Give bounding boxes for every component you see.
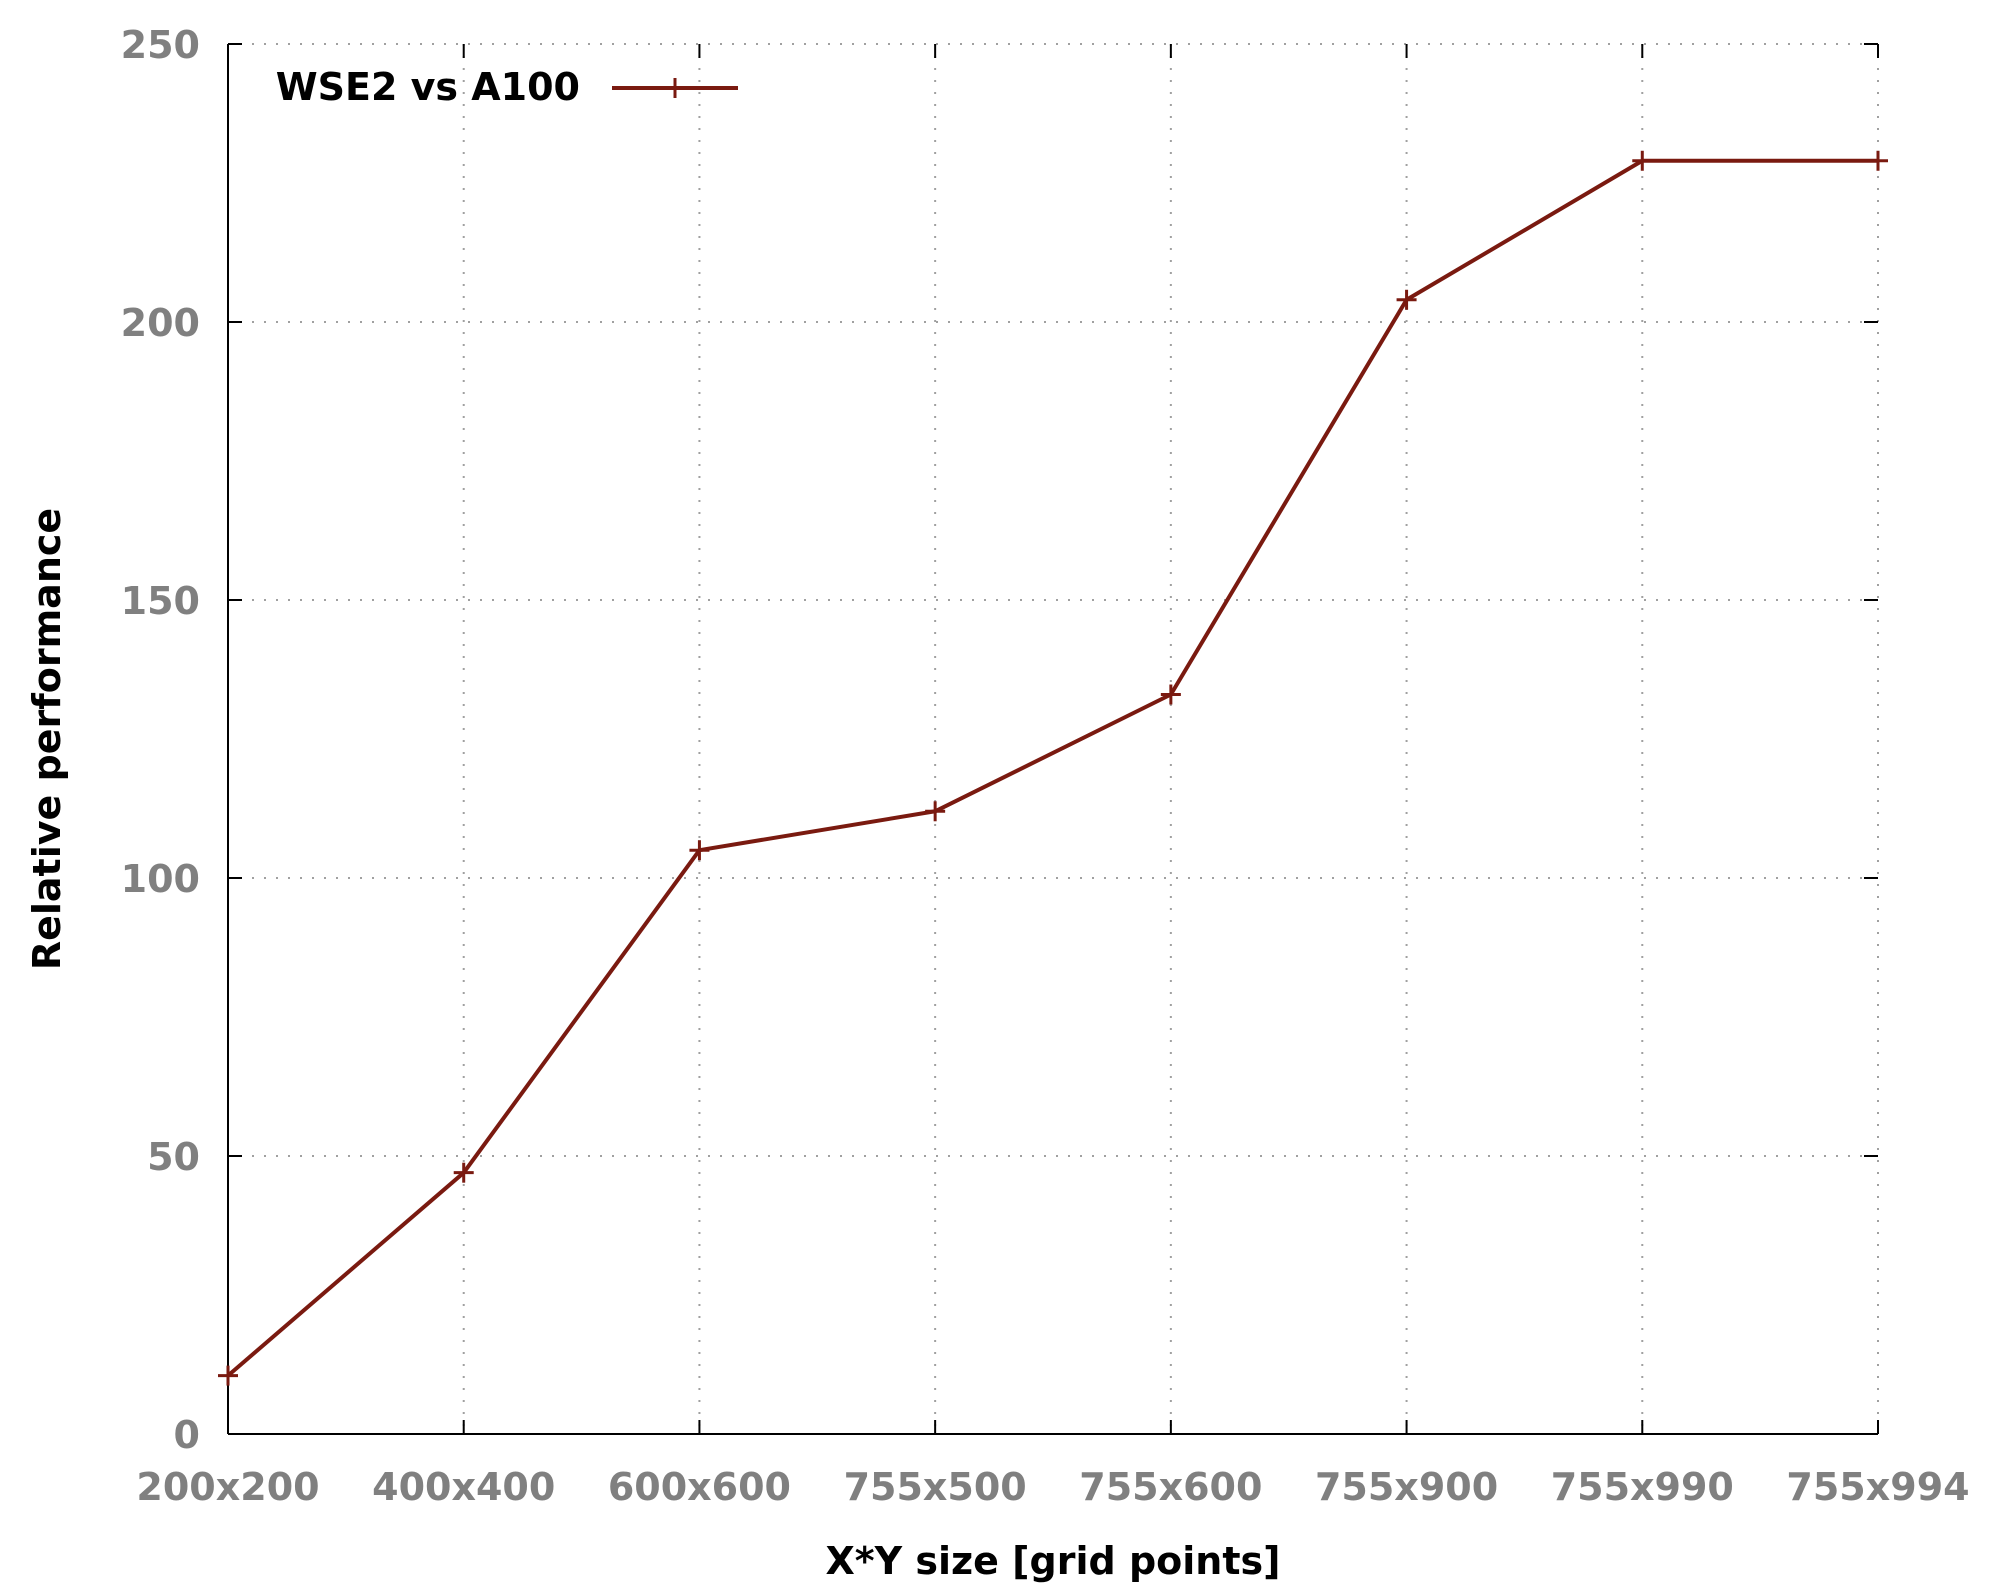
legend: WSE2 vs A100 bbox=[276, 65, 738, 109]
data-point-marker bbox=[1632, 150, 1653, 171]
legend-label: WSE2 vs A100 bbox=[276, 65, 580, 109]
data-point-marker bbox=[1396, 289, 1417, 310]
y-tick-label: 0 bbox=[174, 1413, 200, 1457]
y-tick-label: 200 bbox=[121, 301, 200, 345]
data-point-marker bbox=[689, 840, 710, 861]
data-point-marker bbox=[1868, 150, 1888, 171]
y-tick-label: 150 bbox=[121, 579, 200, 623]
x-tick-label: 200x200 bbox=[136, 1465, 319, 1509]
series-line bbox=[226, 158, 1878, 1378]
y-axis-title: Relative performance bbox=[25, 508, 69, 970]
data-point-marker bbox=[1160, 684, 1181, 705]
grid bbox=[228, 44, 1878, 1434]
data-point-marker bbox=[453, 1162, 474, 1183]
data-point-marker bbox=[925, 801, 946, 822]
data-point-marker bbox=[218, 1365, 238, 1386]
x-tick-label: 755x600 bbox=[1079, 1465, 1262, 1509]
x-tick-label: 600x600 bbox=[608, 1465, 791, 1509]
x-tick-label: 755x990 bbox=[1551, 1465, 1734, 1509]
y-tick-label: 250 bbox=[121, 23, 200, 67]
x-axis-title: X*Y size [grid points] bbox=[826, 1539, 1281, 1583]
y-tick-label: 100 bbox=[121, 857, 200, 901]
series bbox=[218, 150, 1888, 1386]
y-tick-label: 50 bbox=[147, 1135, 200, 1179]
ticks: 0 50 100 150 200 250 200x200 400x400 600x600 755x… bbox=[121, 23, 1970, 1509]
x-tick-label: 400x400 bbox=[372, 1465, 555, 1509]
x-tick-label: 755x900 bbox=[1315, 1465, 1498, 1509]
x-tick-label: 755x500 bbox=[844, 1465, 1027, 1509]
x-tick-label: 755x994 bbox=[1786, 1465, 1969, 1509]
axes bbox=[227, 43, 1879, 1435]
